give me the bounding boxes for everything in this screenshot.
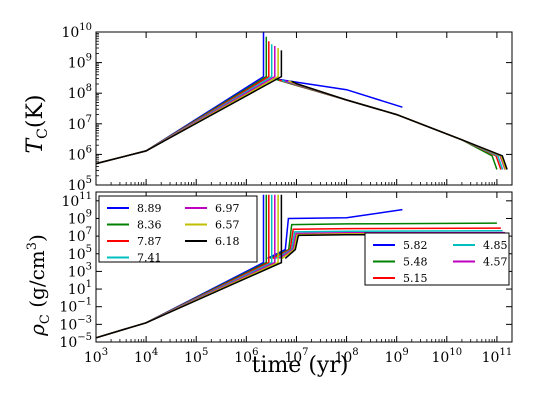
- legend-left-entry-label: 8.89: [137, 202, 162, 215]
- legend-left-entry-label: 6.57: [215, 219, 240, 232]
- top-panel: 105 106 107 108 109 1010 TC(K): [23, 22, 513, 194]
- top-series-cooling: [284, 80, 506, 170]
- x-tick-label: 104: [134, 347, 158, 366]
- top-y-label-sub: C: [35, 128, 51, 139]
- bottom-y-tick-label: 103: [68, 261, 92, 280]
- x-tick-label: 103: [84, 347, 108, 366]
- top-series-lines: [95, 32, 508, 170]
- top-y-tick-label: 108: [68, 83, 92, 102]
- legend-left-entry-label: 7.41: [137, 252, 162, 265]
- legend-left-entry-label: 7.87: [137, 235, 162, 248]
- bottom-y-tick-label: 107: [68, 226, 92, 245]
- top-series-line: [95, 48, 279, 165]
- bottom-y-tick-label: 10−3: [59, 314, 92, 333]
- x-tick-label: 107: [284, 347, 308, 366]
- top-series-line: [95, 50, 283, 165]
- bottom-series-branch: [275, 230, 503, 260]
- top-y-tick-label: 109: [68, 53, 92, 72]
- bottom-y-tick-label: 101: [68, 279, 92, 298]
- top-series-cooling: [276, 78, 498, 170]
- top-y-tick-label: 106: [68, 144, 92, 163]
- bottom-series-branch: [269, 222, 497, 260]
- top-series-cooling: [288, 80, 507, 170]
- top-y-label-unit: (K): [23, 94, 48, 128]
- legend-left-entry-label: 6.18: [215, 235, 240, 248]
- x-axis-label: time (yr): [252, 353, 349, 378]
- x-tick-label: 108: [334, 347, 358, 366]
- legend-right: 5.82 4.85 5.48 4.57 5.15: [364, 232, 510, 286]
- x-tick-label: 109: [385, 347, 409, 366]
- top-series-line: [95, 46, 276, 165]
- top-series-cooling: [278, 79, 502, 170]
- bottom-y-tick-label: 1011: [61, 191, 92, 210]
- top-series-cooling: [281, 79, 504, 170]
- top-series-line: [95, 44, 273, 165]
- top-y-tick-label: 105: [68, 175, 92, 194]
- top-series-cooling: [273, 77, 403, 108]
- legend-left-entry-label: 6.97: [215, 202, 240, 215]
- legend-right-box: [364, 232, 510, 286]
- bottom-y-tick-label: 105: [68, 244, 92, 263]
- x-tick-label: 1011: [482, 347, 513, 366]
- bottom-series-branch: [272, 227, 501, 260]
- legend-right-entry-label: 5.82: [403, 239, 428, 252]
- bottom-axes-frame: [95, 191, 513, 343]
- top-series-cooling: [291, 80, 508, 170]
- x-tick-label: 106: [234, 347, 258, 366]
- top-y-label-main: T: [23, 137, 48, 154]
- legend-right-entry-label: 5.15: [403, 272, 428, 285]
- x-tick-label: 1010: [432, 347, 463, 366]
- legend-right-entry-label: 4.57: [483, 256, 508, 269]
- legend-right-entry-label: 4.85: [483, 239, 508, 252]
- top-y-axis-label: TC(K): [23, 94, 51, 153]
- top-series-line: [95, 36, 268, 165]
- top-series-line: [95, 41, 270, 165]
- bottom-series-line: [95, 194, 283, 339]
- top-y-tick-label: 1010: [61, 22, 92, 41]
- bottom-y-axis-label: ρC (g/cm3): [25, 234, 53, 337]
- top-axes-frame: [95, 31, 513, 186]
- top-y-tick-label: 107: [68, 114, 92, 133]
- bottom-series-branch: [267, 208, 403, 260]
- x-tick-label: 105: [184, 347, 208, 366]
- bottom-panel: 103 104 105 106 107 108 109 1010 1011 10−510−310−…: [25, 191, 513, 378]
- legend-left-entry-label: 8.36: [137, 219, 162, 232]
- legend-right-entry-label: 5.48: [403, 256, 428, 269]
- top-axis-ticks: 105 106 107 108 109 1010: [61, 22, 512, 194]
- bottom-y-tick-label: 10−5: [59, 332, 92, 351]
- legend-left: 8.89 6.97 8.36 6.57 7.87 6.18 7.41: [98, 195, 258, 265]
- bottom-y-tick-label: 10−1: [59, 297, 92, 316]
- bottom-y-tick-label: 109: [68, 208, 92, 227]
- bottom-series-lines: [95, 194, 508, 339]
